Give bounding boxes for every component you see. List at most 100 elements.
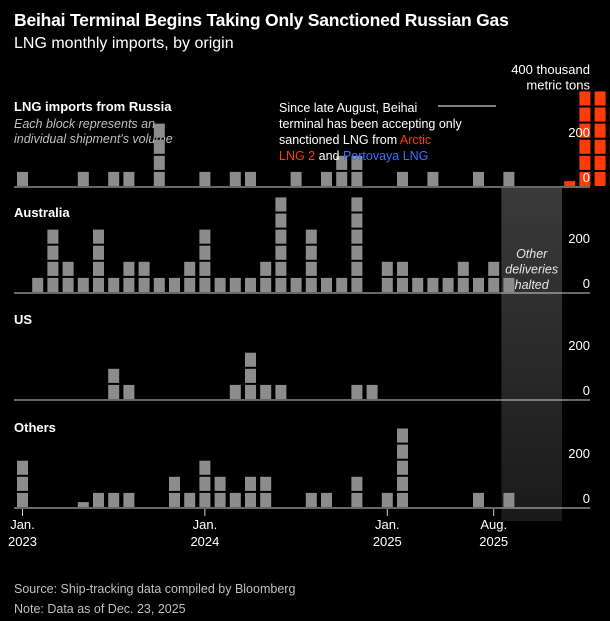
shipment-block [245, 384, 256, 399]
shipment-block [77, 277, 89, 292]
shipment-block [488, 261, 500, 276]
shipment-block [260, 261, 272, 276]
shipment-block [260, 492, 272, 507]
panel-note: Each block represents an [14, 117, 155, 131]
shipment-block [321, 492, 332, 507]
annotation-text: terminal has been accepting only [279, 117, 463, 131]
shipment-block [579, 171, 591, 186]
shipment-block [321, 277, 332, 292]
shipment-block [153, 171, 165, 186]
shipment-block [579, 155, 591, 170]
data-note: Note: Data as of Dec. 23, 2025 [14, 602, 186, 616]
panel-us: US 0 200 [14, 312, 590, 401]
shipment-block [184, 277, 196, 292]
shipment-block [397, 171, 408, 186]
shipment-block [214, 492, 226, 507]
shipment-block [138, 277, 150, 292]
shipment-block [305, 261, 317, 276]
shipment-block [503, 277, 515, 292]
shipment-block [93, 245, 104, 260]
shipment-block [579, 107, 591, 122]
shipment-block [47, 277, 59, 292]
y-tick-label: 200 [568, 338, 590, 353]
shipment-block [275, 245, 287, 260]
shipment-block [473, 277, 484, 292]
shipment-block [93, 261, 104, 276]
shipment-block [169, 492, 180, 507]
shipment-block [412, 277, 424, 292]
shaded-period-label: halted [515, 278, 550, 292]
annotation-text: and [315, 149, 343, 163]
shipment-block [123, 171, 135, 186]
shipment-block [153, 139, 165, 154]
shipment-block [153, 277, 165, 292]
annotation-text: sanctioned LNG from [279, 133, 400, 147]
shipment-block [381, 492, 393, 507]
shipment-block [397, 460, 408, 475]
shipment-block [77, 502, 89, 507]
shipment-block [381, 277, 393, 292]
shipment-block [275, 277, 287, 292]
shipment-block [305, 245, 317, 260]
shipment-block [229, 384, 241, 399]
shipment-block [199, 261, 211, 276]
shipment-block [169, 277, 180, 292]
annotation-text: Since late August, Beihai [279, 101, 417, 115]
shipment-block [351, 492, 363, 507]
shipment-block [503, 492, 515, 507]
shaded-period-label: deliveries [505, 263, 558, 277]
shipment-block [473, 171, 484, 186]
shipment-block [473, 492, 484, 507]
y-tick-label: 200 [568, 125, 590, 140]
shipment-block [214, 476, 226, 491]
shipment-block [564, 181, 576, 186]
shipment-block [32, 277, 44, 292]
shipment-block [77, 171, 89, 186]
panel-title: Others [14, 420, 56, 435]
shipment-block [93, 229, 104, 244]
shipment-block [199, 245, 211, 260]
shipment-block [594, 123, 606, 138]
shipment-block [321, 171, 332, 186]
unit-label: 400 thousand [511, 62, 590, 77]
annotation-line: LNG 2 and Portovaya LNG [279, 149, 428, 163]
shipment-block [457, 261, 469, 276]
shipment-block [579, 91, 591, 106]
annotation-arctic: Arctic [400, 133, 431, 147]
x-tick-label: Jan. [375, 517, 400, 532]
panel-title: US [14, 312, 32, 327]
y-tick-label: 0 [583, 276, 590, 291]
x-tick-label: 2025 [479, 534, 508, 549]
shipment-block [123, 492, 135, 507]
shipment-block [275, 229, 287, 244]
shipment-block [245, 171, 256, 186]
annotation-line: sanctioned LNG from Arctic [279, 133, 431, 147]
shipment-block [351, 155, 363, 170]
shipment-block [351, 277, 363, 292]
shipment-block [351, 197, 363, 212]
shipment-block [275, 384, 287, 399]
shipment-block [594, 91, 606, 106]
shipment-block [93, 277, 104, 292]
shipment-block [351, 384, 363, 399]
x-tick-label: Jan. [10, 517, 35, 532]
shipment-block [351, 171, 363, 186]
shipment-block [199, 277, 211, 292]
shipment-block [17, 460, 28, 475]
shipment-block [275, 197, 287, 212]
shipment-block [594, 107, 606, 122]
shipment-block [275, 213, 287, 228]
shipment-block [351, 476, 363, 491]
shipment-block [245, 277, 256, 292]
shipment-block [153, 123, 165, 138]
panel-note: individual shipment's volume [14, 132, 173, 146]
annotation-line: terminal has been accepting only [279, 117, 463, 131]
shipment-block [214, 277, 226, 292]
y-tick-label: 0 [583, 383, 590, 398]
shipment-block [397, 428, 408, 443]
annotation-portovaya: Portovaya LNG [343, 149, 428, 163]
shaded-period-label: Other [516, 247, 548, 261]
shipment-block [260, 277, 272, 292]
shipment-block [381, 261, 393, 276]
